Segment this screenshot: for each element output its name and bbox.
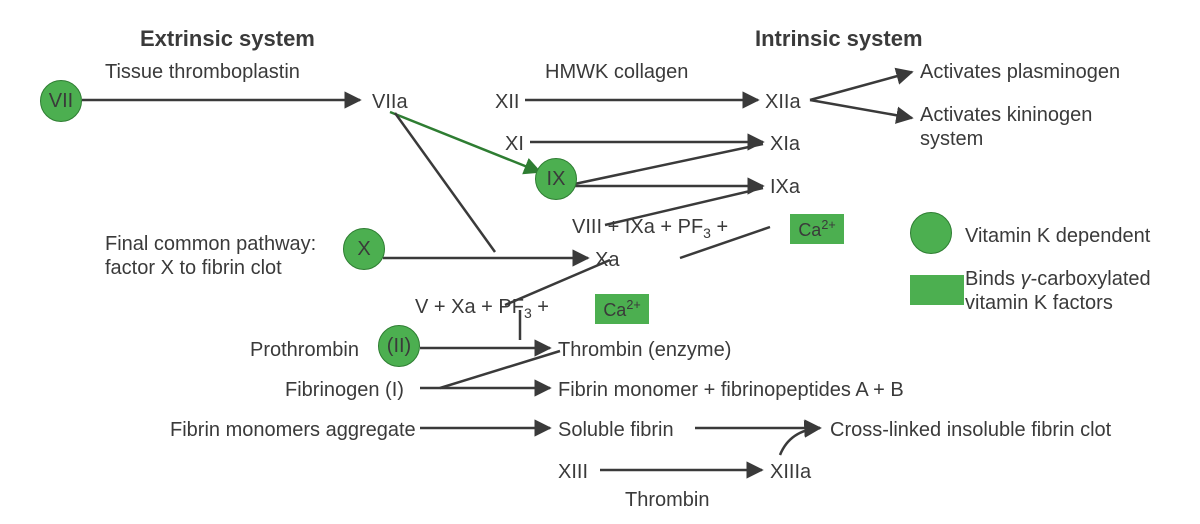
factor-x-circle: X: [343, 228, 385, 270]
legend-vitk: Vitamin K dependent: [965, 224, 1150, 248]
edge-xiia-slant-to-xia: [565, 144, 763, 186]
plus-2: +: [532, 296, 549, 318]
coagulation-diagram: Extrinsic system Intrinsic system Tissue…: [0, 0, 1200, 524]
legend-circle-icon: [910, 212, 952, 254]
factor-vii-text: VII: [49, 90, 73, 113]
label-xi: XI: [505, 132, 524, 156]
edge-xiia-to-plasminogen: [810, 72, 912, 100]
label-xia: XIa: [770, 132, 800, 156]
label-fibrin-monomer: Fibrin monomer + fibrinopeptides A + B: [558, 378, 904, 402]
plus-1: +: [711, 216, 728, 238]
final-pathway-l1: Final common pathway:: [105, 233, 316, 255]
viii-complex-prefix: VIII + IXa + PF: [572, 216, 703, 238]
final-pathway-l2: factor X to fibrin clot: [105, 257, 282, 279]
label-thrombin-enzyme: Thrombin (enzyme): [558, 338, 731, 362]
kininogen-line2: system: [920, 128, 983, 150]
pf3-sub-1: 3: [703, 225, 711, 241]
legend-rect-icon: [910, 275, 964, 305]
legend-binds-l1-prefix: Binds: [965, 268, 1021, 290]
label-soluble-fibrin: Soluble fibrin: [558, 418, 674, 442]
prothrombin-text: Prothrombin: [250, 339, 359, 361]
label-crosslinked-fibrin: Cross-linked insoluble fibrin clot: [830, 418, 1111, 442]
legend-binds: Binds γ-carboxylated vitamin K factors: [965, 267, 1151, 315]
factor-ii-circle: (II): [378, 325, 420, 367]
label-activates-kininogen: Activates kininogen system: [920, 103, 1092, 151]
label-viii-complex: VIII + IXa + PF3 +: [572, 215, 728, 242]
label-v-complex: V + Xa + PF3 +: [415, 295, 549, 322]
ca-sup-2: 2+: [626, 298, 640, 312]
edge-viia-down: [395, 113, 495, 252]
label-xii: XII: [495, 90, 519, 114]
edge-thrombin-slant-to-fibrin: [440, 351, 560, 388]
label-xa: Xa: [595, 248, 619, 272]
curve-xiiia-to-crosslinked: [780, 428, 820, 455]
factor-vii-circle: VII: [40, 80, 82, 122]
label-hmwk: HMWK collagen: [545, 60, 688, 84]
label-viia: VIIa: [372, 90, 408, 114]
ca-rect-viii: Ca2+: [790, 214, 844, 244]
factor-ix-circle: IX: [535, 158, 577, 200]
label-final-pathway: Final common pathway: factor X to fibrin…: [105, 232, 316, 280]
header-extrinsic: Extrinsic system: [140, 26, 315, 52]
label-fibrinogen: Fibrinogen (I): [285, 378, 404, 402]
factor-ix-text: IX: [547, 168, 566, 191]
label-tissue-thromboplastin: Tissue thromboplastin: [105, 60, 300, 84]
header-intrinsic: Intrinsic system: [755, 26, 923, 52]
label-thrombin-small: Thrombin: [625, 488, 709, 512]
label-xiiia: XIIIa: [770, 460, 811, 484]
label-xiia: XIIa: [765, 90, 801, 114]
factor-ii-text: (II): [387, 335, 411, 358]
edge-xiia-to-kininogen: [810, 100, 912, 118]
ca-text-2: Ca: [603, 300, 626, 320]
label-xiii: XIII: [558, 460, 588, 484]
factor-x-text: X: [357, 238, 370, 261]
kininogen-line1: Activates kininogen: [920, 104, 1092, 126]
label-ixa: IXa: [770, 175, 800, 199]
label-prothrombin: Prothrombin: [250, 338, 359, 362]
v-complex-prefix: V + Xa + PF: [415, 296, 524, 318]
ca-sup-1: 2+: [821, 218, 835, 232]
ca-text-1: Ca: [798, 220, 821, 240]
ca-rect-v: Ca2+: [595, 294, 649, 324]
label-activates-plasminogen: Activates plasminogen: [920, 60, 1120, 84]
label-fibrin-aggregate: Fibrin monomers aggregate: [170, 418, 416, 442]
legend-binds-l2: vitamin K factors: [965, 292, 1113, 314]
pf3-sub-2: 3: [524, 305, 532, 321]
legend-binds-l1-suffix: -carboxylated: [1031, 268, 1151, 290]
legend-binds-gamma: γ: [1021, 268, 1031, 290]
